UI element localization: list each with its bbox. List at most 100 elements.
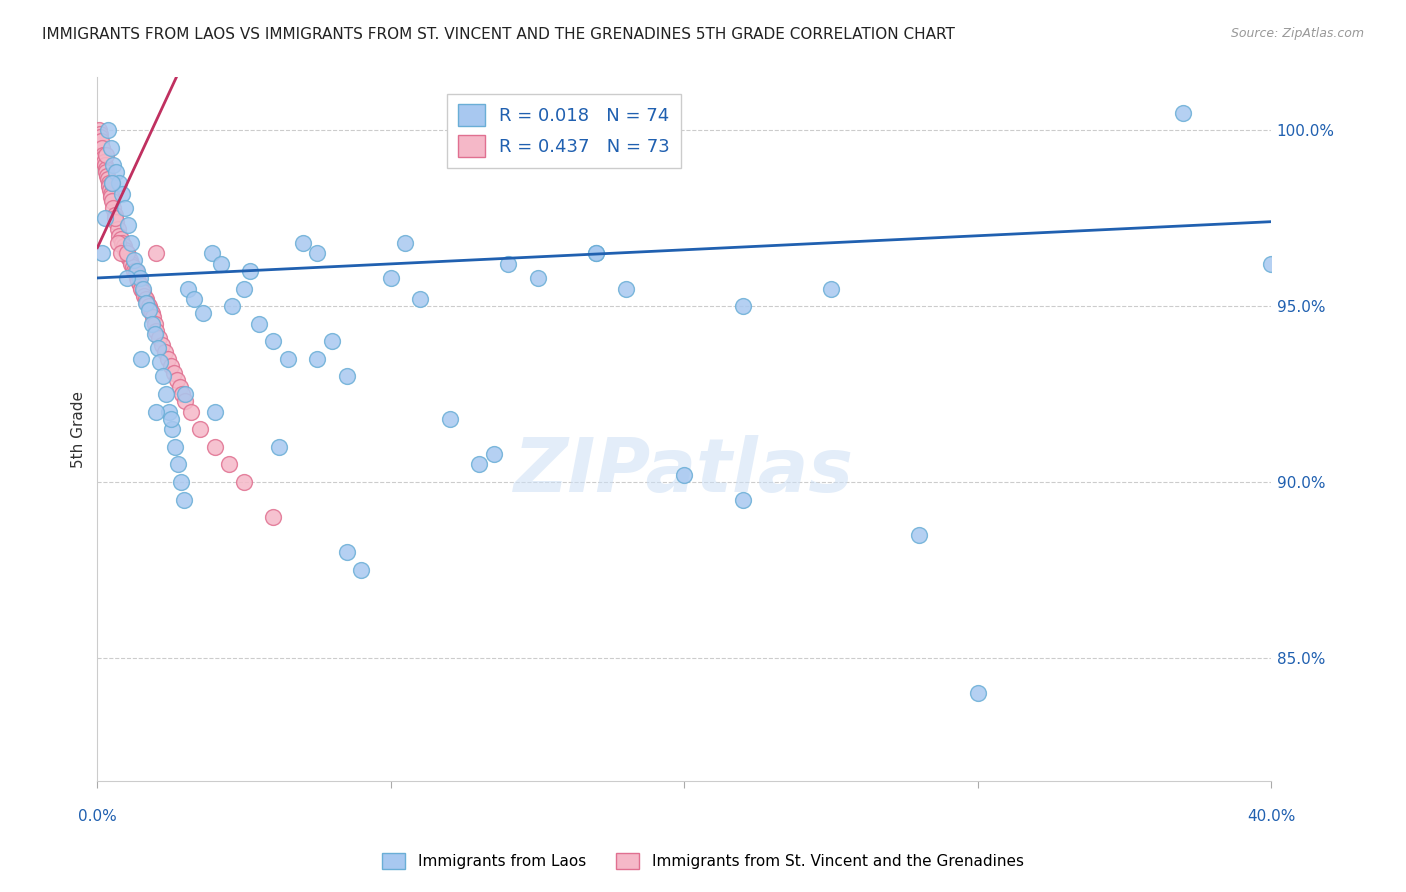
Point (98, 179, 121, 194)
Point (172, 387, 194, 401)
Point (91, 148, 114, 162)
Point (108, 228, 131, 243)
Point (143, 327, 166, 342)
Point (100, 186, 122, 201)
Point (159, 359, 181, 373)
Point (468, 458, 491, 472)
Point (180, 404, 202, 418)
Point (93, 158, 115, 172)
Point (143, 317, 166, 331)
Point (122, 253, 145, 268)
Point (149, 355, 172, 369)
Point (157, 404, 180, 418)
Point (89, 130, 111, 145)
Point (183, 292, 205, 306)
Point (394, 235, 416, 250)
Point (145, 246, 167, 260)
Point (233, 475, 256, 489)
Point (350, 563, 373, 577)
Point (218, 458, 240, 472)
Point (307, 351, 329, 366)
Point (124, 264, 146, 278)
Point (159, 411, 181, 425)
Text: 0.0%: 0.0% (77, 809, 117, 824)
Point (496, 257, 519, 271)
Point (247, 317, 270, 331)
Point (103, 158, 125, 172)
Point (173, 492, 195, 507)
Point (152, 369, 174, 384)
Point (156, 351, 179, 366)
Point (165, 440, 187, 454)
Point (148, 331, 170, 345)
Point (120, 257, 142, 271)
Point (336, 369, 359, 384)
Point (117, 218, 139, 232)
Point (380, 271, 402, 285)
Point (101, 176, 124, 190)
Point (110, 246, 132, 260)
Point (167, 458, 190, 472)
Point (269, 440, 291, 454)
Point (87, 123, 110, 137)
Point (112, 239, 135, 253)
Point (153, 344, 176, 359)
Point (96, 148, 118, 162)
Point (89, 127, 111, 141)
Point (170, 475, 193, 489)
Point (97, 176, 120, 190)
Point (104, 211, 127, 226)
Point (125, 264, 148, 278)
Point (188, 422, 211, 436)
Point (97, 172, 120, 186)
Point (526, 271, 548, 285)
Point (100, 190, 122, 204)
Point (132, 281, 155, 295)
Point (138, 302, 160, 317)
Point (110, 232, 132, 246)
Point (1260, 257, 1282, 271)
Point (90, 134, 112, 148)
Point (132, 285, 155, 299)
Point (291, 235, 314, 250)
Point (169, 380, 191, 394)
Point (585, 246, 607, 260)
Point (142, 310, 165, 324)
Point (135, 292, 157, 306)
Point (118, 253, 141, 268)
Point (141, 306, 163, 320)
Point (127, 275, 149, 289)
Point (93, 154, 115, 169)
Point (321, 334, 343, 349)
Point (307, 246, 329, 260)
Point (174, 387, 197, 401)
Point (101, 194, 124, 208)
Point (103, 201, 125, 215)
Point (129, 277, 152, 292)
Point (115, 246, 138, 260)
Point (145, 404, 167, 418)
Point (107, 235, 129, 250)
Point (114, 243, 136, 257)
Point (145, 324, 167, 338)
Point (409, 292, 432, 306)
Legend: Immigrants from Laos, Immigrants from St. Vincent and the Grenadines: Immigrants from Laos, Immigrants from St… (377, 847, 1029, 875)
Point (141, 317, 163, 331)
Point (105, 215, 128, 229)
Point (239, 264, 262, 278)
Point (966, 686, 988, 700)
Legend: R = 0.018   N = 74, R = 0.437   N = 73: R = 0.018 N = 74, R = 0.437 N = 73 (447, 94, 681, 169)
Point (166, 373, 188, 387)
Point (191, 306, 214, 320)
Text: 40.0%: 40.0% (1247, 809, 1295, 824)
Point (90, 246, 112, 260)
Point (204, 404, 226, 418)
Point (107, 221, 129, 235)
Point (155, 387, 177, 401)
Point (131, 281, 153, 295)
Point (120, 235, 142, 250)
Point (614, 281, 637, 295)
Point (585, 246, 607, 260)
Point (262, 334, 284, 349)
Point (114, 201, 136, 215)
